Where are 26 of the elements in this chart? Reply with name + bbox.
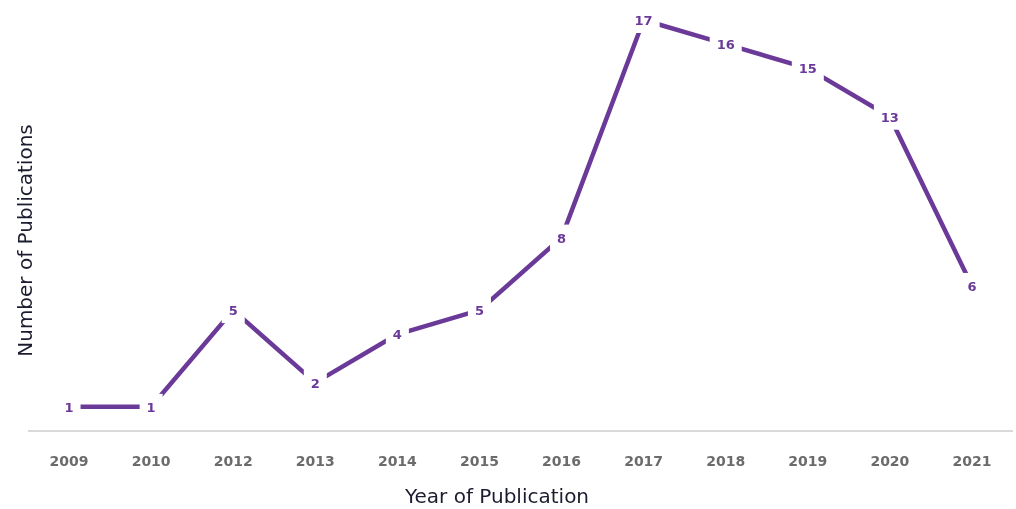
x-tick-label: 2014 (377, 453, 418, 469)
data-label: 4 (392, 327, 402, 343)
x-tick-label: 2017 (624, 453, 664, 469)
x-axis-title: Year of Publication (403, 484, 590, 508)
x-tick-label: 2019 (788, 453, 828, 469)
data-label: 2 (310, 375, 320, 391)
x-tick-label: 2016 (542, 453, 582, 469)
x-tick-label: 2018 (706, 453, 746, 469)
data-label: 15 (798, 61, 817, 77)
y-axis-title: Number of Publications (13, 124, 37, 357)
data-label: 13 (880, 109, 899, 125)
data-label: 8 (557, 230, 567, 246)
x-tick-label: 2015 (459, 453, 499, 469)
x-tick-label: 2012 (213, 453, 253, 469)
x-tick-label: 2020 (870, 453, 910, 469)
data-label: 16 (716, 37, 735, 53)
data-label: 1 (64, 399, 74, 415)
x-tick-label: 2013 (295, 453, 335, 469)
x-tick-label: 2010 (131, 453, 171, 469)
data-label: 5 (228, 303, 238, 319)
data-label: 6 (967, 278, 977, 294)
data-label: 17 (634, 13, 653, 28)
x-tick-label: 2009 (49, 453, 89, 469)
data-label: 5 (474, 303, 484, 319)
data-label: 1 (146, 399, 156, 415)
x-tick-label: 2021 (952, 453, 992, 469)
